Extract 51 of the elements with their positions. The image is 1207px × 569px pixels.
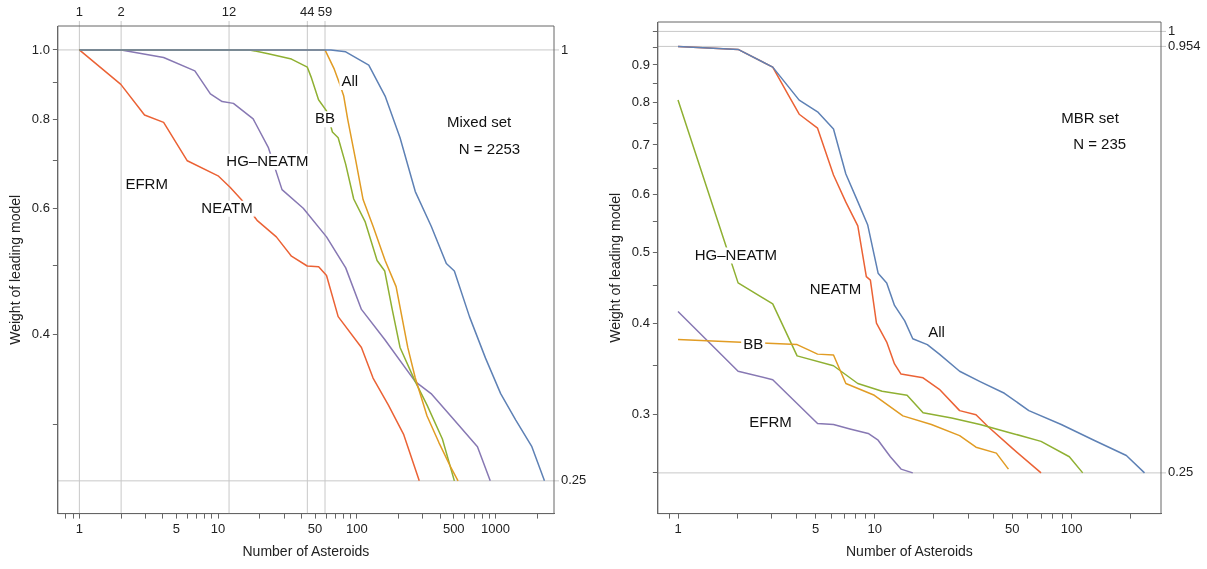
y-tick-label: 0.4 bbox=[631, 314, 650, 330]
annotation: MBR set bbox=[1061, 109, 1120, 127]
annotation: NEATM bbox=[201, 198, 253, 216]
x-axis-title: Number of Asteroids bbox=[242, 543, 370, 560]
y-tick-label: 0.6 bbox=[631, 185, 650, 201]
y-tick-label: 0.5 bbox=[631, 243, 650, 259]
annotation: BB bbox=[743, 334, 764, 352]
annotation: HG‒NEATM bbox=[694, 245, 777, 263]
ref-line-label: 44 bbox=[300, 4, 315, 20]
annotation: Mixed set bbox=[446, 112, 513, 130]
annotation: All bbox=[928, 323, 945, 341]
x-tick-label: 100 bbox=[345, 520, 368, 536]
y-axis-title: Weight of leading model bbox=[607, 192, 624, 343]
x-tick-label: 5 bbox=[172, 520, 180, 536]
y-tick-label: 0.8 bbox=[631, 94, 650, 110]
x-tick-label: 10 bbox=[867, 520, 882, 536]
annotation: EFRM bbox=[125, 174, 168, 192]
y-axis-title: Weight of leading model bbox=[7, 194, 24, 345]
ref-line-label: 2 bbox=[117, 4, 125, 20]
x-tick-label: 1 bbox=[674, 520, 682, 536]
y-tick-label: 1.0 bbox=[31, 41, 50, 57]
ref-line-label: 12 bbox=[221, 4, 237, 20]
y-tick-label: 0.8 bbox=[31, 110, 50, 126]
x-tick-label: 500 bbox=[442, 520, 465, 536]
y-tick-label: 0.3 bbox=[631, 406, 650, 422]
annotation: NEATM bbox=[809, 279, 862, 297]
annotation: BB bbox=[315, 109, 336, 127]
annotation: EFRM bbox=[749, 412, 792, 430]
ref-line-label: 59 bbox=[317, 4, 333, 20]
ref-line-label: 1 bbox=[75, 4, 83, 20]
x-tick-label: 100 bbox=[1060, 520, 1083, 536]
ref-line-label: 0.25 bbox=[561, 472, 587, 488]
ref-line-label: 0.954 bbox=[1168, 37, 1201, 53]
x-tick-label: 1 bbox=[75, 520, 83, 536]
x-tick-label: 1000 bbox=[481, 520, 510, 536]
annotation: N = 235 bbox=[1073, 135, 1127, 153]
ref-line-label: 1 bbox=[561, 41, 569, 57]
annotation: HG‒NEATM bbox=[226, 151, 309, 169]
y-tick-label: 0.4 bbox=[31, 326, 50, 342]
x-tick-label: 5 bbox=[811, 520, 820, 536]
annotation: All bbox=[341, 72, 359, 90]
y-tick-label: 0.7 bbox=[631, 136, 650, 152]
ref-line-label: 1 bbox=[1168, 22, 1176, 38]
x-axis-title: Number of Asteroids bbox=[846, 543, 973, 560]
annotation: N = 2253 bbox=[458, 139, 521, 157]
x-tick-label: 10 bbox=[210, 520, 226, 536]
y-tick-label: 0.9 bbox=[631, 56, 650, 72]
x-tick-label: 50 bbox=[307, 520, 323, 536]
y-tick-label: 0.6 bbox=[31, 200, 50, 216]
ref-line-label: 0.25 bbox=[1168, 464, 1194, 480]
x-tick-label: 50 bbox=[1005, 520, 1020, 536]
